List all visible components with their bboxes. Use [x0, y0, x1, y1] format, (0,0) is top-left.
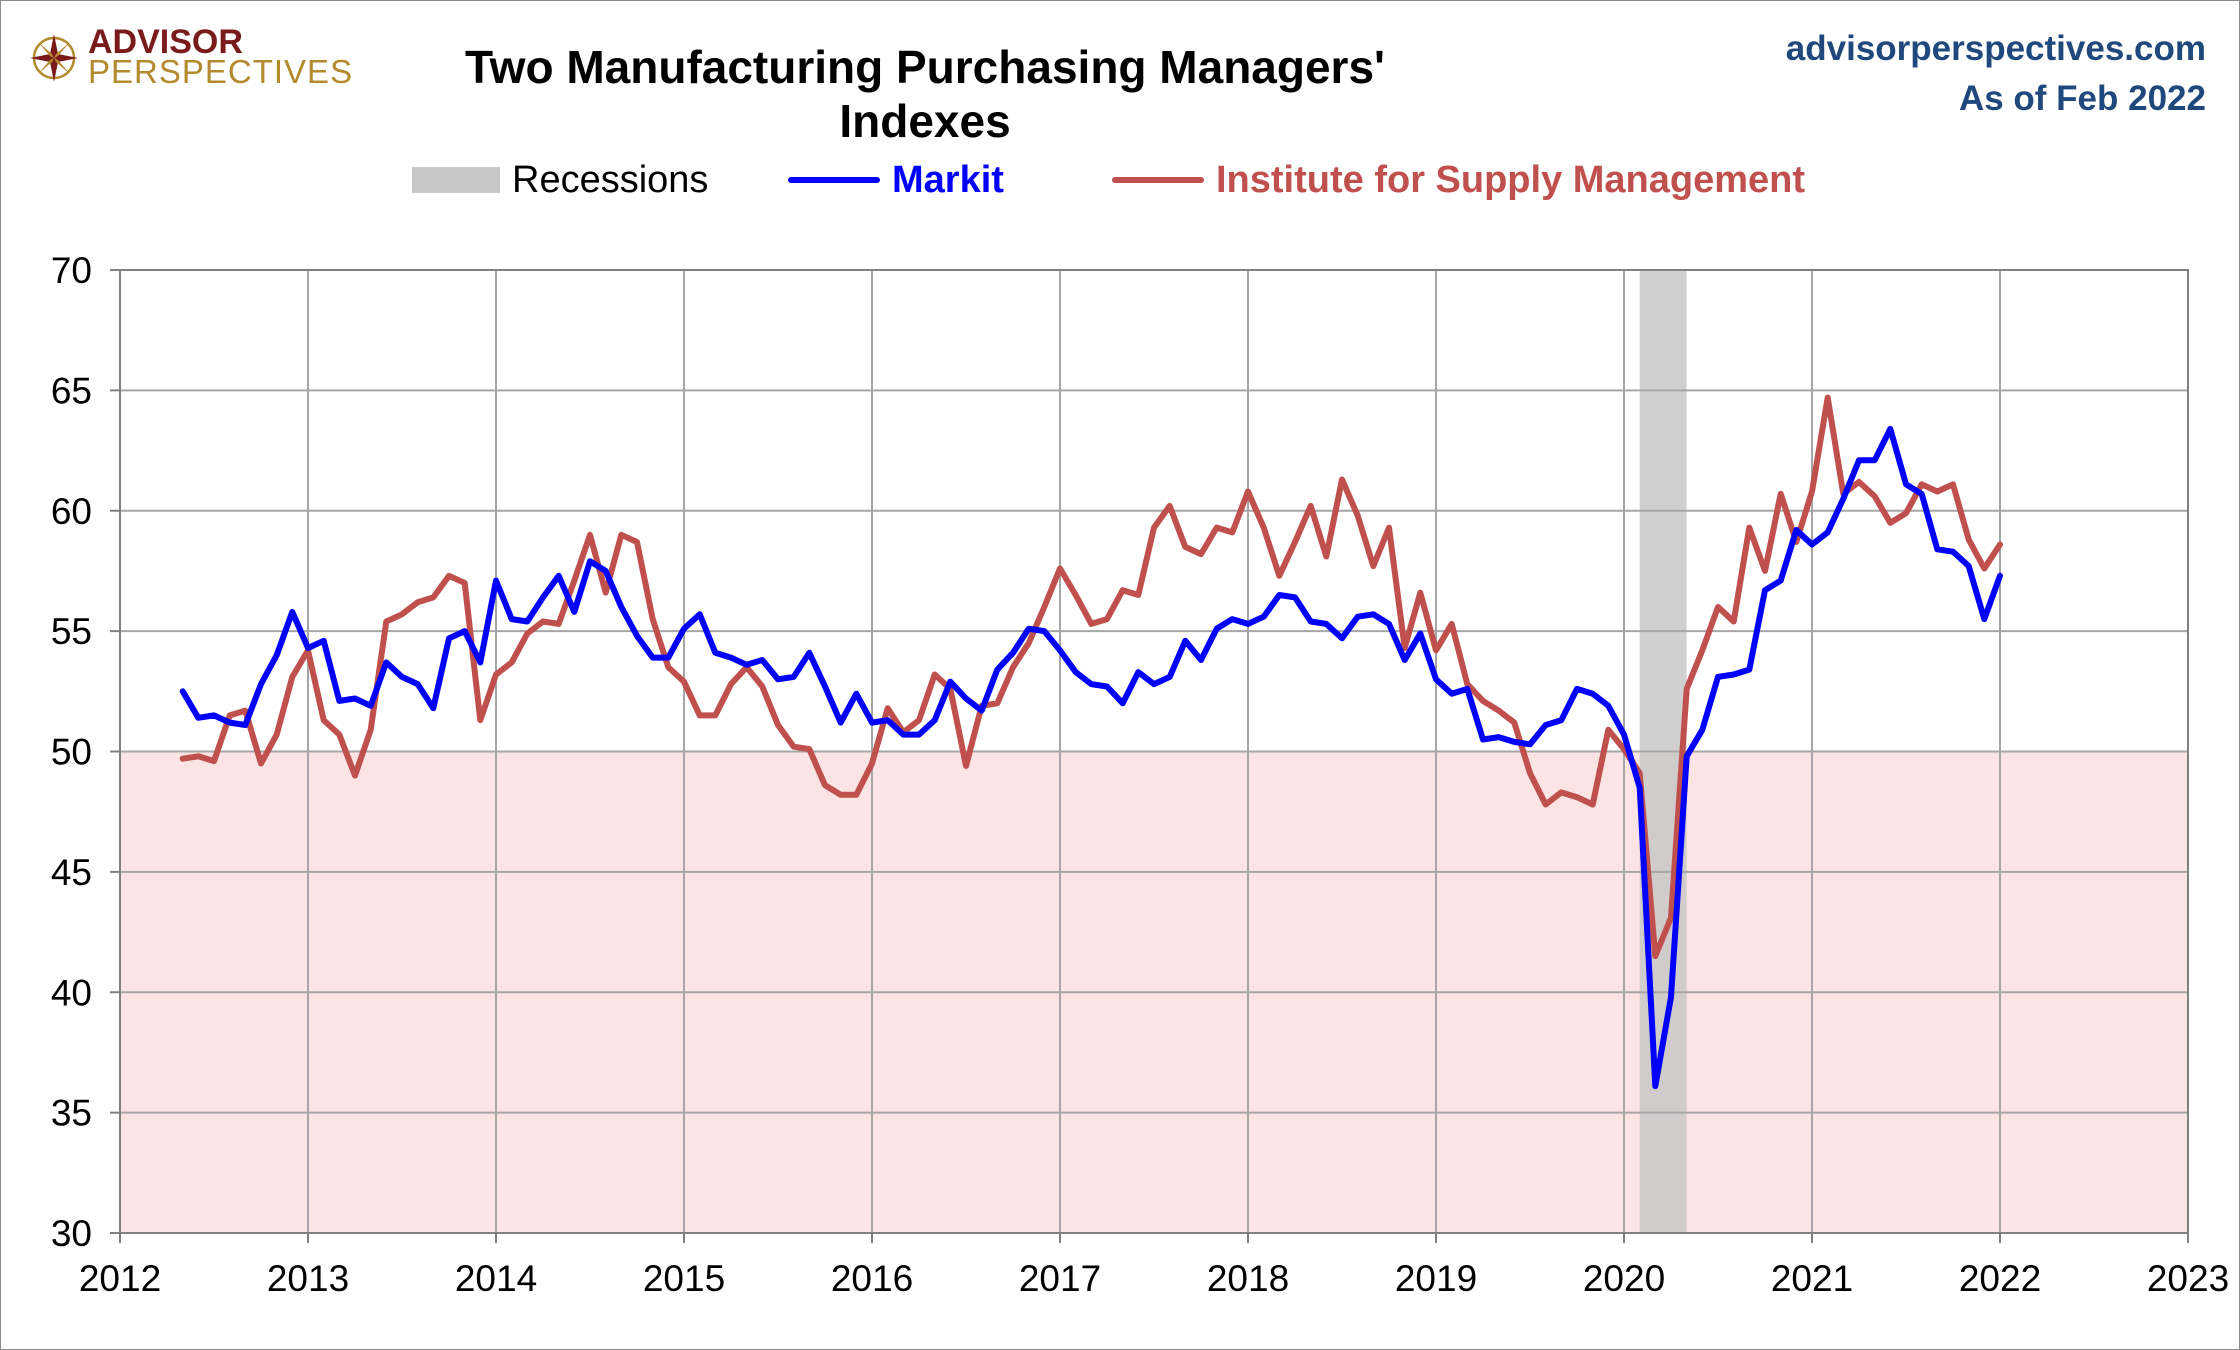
x-tick-label: 2022 — [1959, 1258, 2041, 1299]
series-line-markit — [179, 425, 2003, 1090]
legend: Recessions Markit Institute for Supply M… — [0, 150, 2240, 210]
source-block: advisorperspectives.com As of Feb 2022 — [1786, 24, 2206, 124]
x-tick-label: 2016 — [831, 1258, 913, 1299]
x-tick-label: 2021 — [1771, 1258, 1853, 1299]
y-tick-label: 70 — [51, 250, 92, 291]
x-tick-label: 2013 — [267, 1258, 349, 1299]
logo-text-perspectives: PERSPECTIVES — [88, 53, 354, 90]
compass-icon — [30, 34, 78, 82]
y-tick-label: 55 — [51, 611, 92, 652]
x-tick-label: 2015 — [643, 1258, 725, 1299]
y-tick-label: 35 — [51, 1093, 92, 1134]
x-tick-label: 2020 — [1583, 1258, 1665, 1299]
legend-item-markit: Markit — [788, 150, 1004, 210]
legend-item-ism: Institute for Supply Management — [1112, 150, 1805, 210]
advisor-perspectives-logo: ADVISOR PERSPECTIVES — [28, 23, 352, 94]
y-tick-label: 60 — [51, 491, 92, 532]
x-tick-label: 2014 — [455, 1258, 537, 1299]
markit-swatch — [788, 177, 880, 183]
legend-label-markit: Markit — [892, 158, 1004, 201]
logo-text-advisor: ADVISOR — [88, 23, 243, 61]
ism-swatch — [1112, 177, 1204, 183]
y-tick-label: 50 — [51, 732, 92, 773]
x-tick-label: 2019 — [1395, 1258, 1477, 1299]
y-tick-label: 45 — [51, 852, 92, 893]
x-tick-label: 2017 — [1019, 1258, 1101, 1299]
recessions-swatch — [412, 167, 500, 193]
series-line-ism — [179, 394, 2003, 960]
x-tick-label: 2012 — [79, 1258, 161, 1299]
y-tick-label: 30 — [51, 1213, 92, 1254]
site-url[interactable]: advisorperspectives.com — [1785, 29, 2206, 68]
chart-title: Two Manufacturing Purchasing Managers' I… — [465, 41, 1385, 147]
y-tick-label: 40 — [51, 972, 92, 1013]
y-tick-label: 65 — [51, 370, 92, 411]
x-tick-label: 2018 — [1207, 1258, 1289, 1299]
legend-label-recessions: Recessions — [512, 158, 709, 201]
legend-item-recessions: Recessions — [412, 150, 708, 210]
as-of-date: As of Feb 2022 — [1958, 79, 2206, 118]
legend-label-ism: Institute for Supply Management — [1216, 158, 1806, 201]
x-tick-label: 2023 — [2147, 1258, 2229, 1299]
